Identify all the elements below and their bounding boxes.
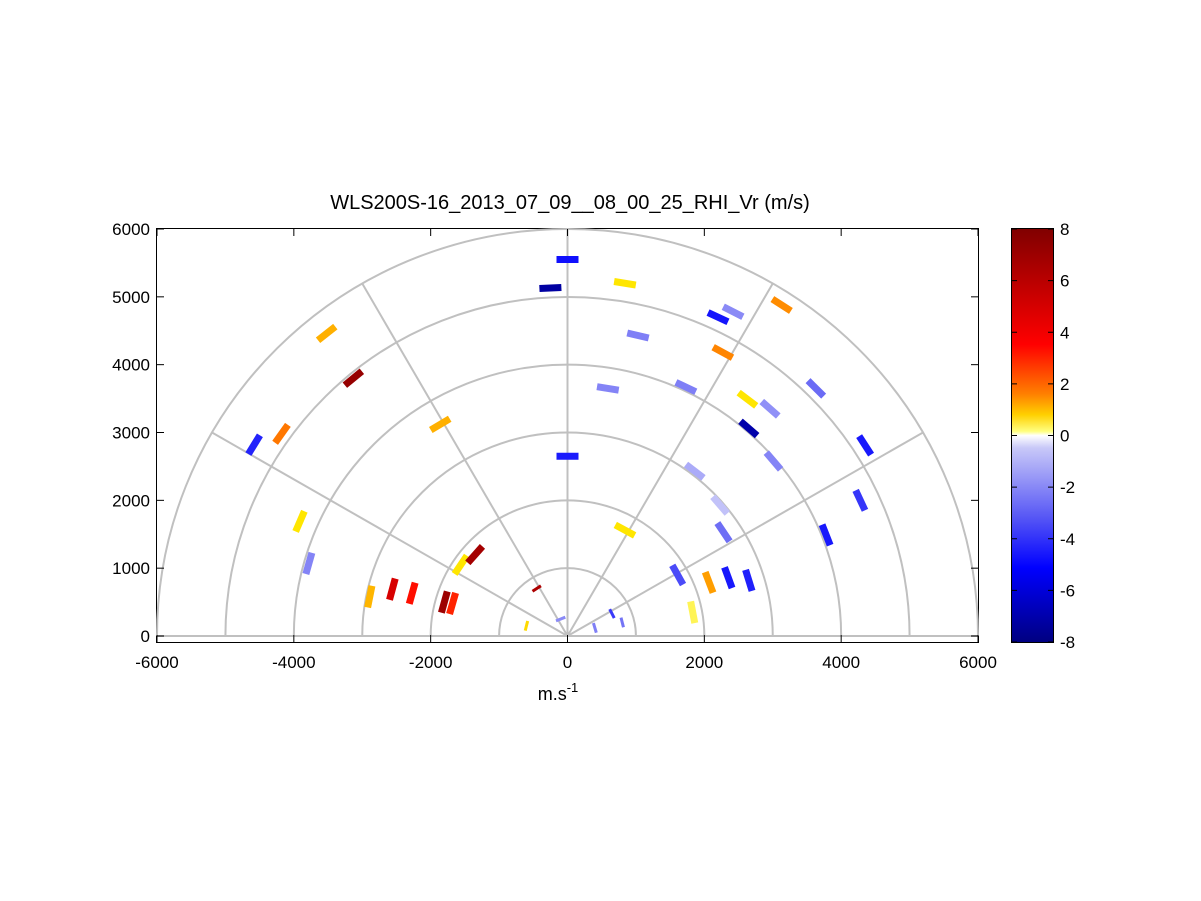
x-tick-label: -4000 <box>272 653 315 672</box>
data-point <box>386 577 399 601</box>
x-axis-label-exponent: -1 <box>567 680 579 695</box>
x-tick-label: -6000 <box>135 653 178 672</box>
data-point <box>674 379 698 395</box>
data-point <box>342 368 365 388</box>
data-point <box>706 309 730 326</box>
data-point <box>539 283 562 293</box>
colorbar-tick-label: -2 <box>1060 478 1075 497</box>
data-point <box>701 570 717 594</box>
y-tick-label: 3000 <box>112 424 150 443</box>
data-point <box>736 389 759 409</box>
data-point <box>626 329 650 342</box>
y-tick-label: 0 <box>141 627 150 646</box>
x-tick-label: 4000 <box>822 653 860 672</box>
data-point <box>302 551 316 575</box>
colorbar: 8 6 4 2 0 -2 -4 -6 -8 <box>1011 220 1075 652</box>
data-point <box>714 521 733 544</box>
data-point <box>683 461 706 481</box>
data-point <box>364 585 376 609</box>
colorbar-tick-label: 0 <box>1060 427 1069 446</box>
data-point <box>818 523 834 547</box>
data-point <box>272 422 291 445</box>
data-point <box>446 591 459 615</box>
data-point <box>596 383 620 394</box>
data-point <box>711 344 735 361</box>
data-point <box>451 553 470 576</box>
y-tick-label: 6000 <box>112 220 150 239</box>
data-point <box>721 303 745 320</box>
x-axis-label-main: m.s <box>538 684 567 704</box>
data-point <box>405 581 419 605</box>
data-point <box>429 415 452 433</box>
chart-title: WLS200S-16_2013_07_09__08_00_25_RHI_Vr (… <box>330 192 810 214</box>
y-tick-label: 1000 <box>112 559 150 578</box>
data-point <box>613 521 637 539</box>
data-point <box>856 434 875 457</box>
y-tick-label: 2000 <box>112 491 150 510</box>
y-tick-label: 5000 <box>112 288 150 307</box>
y-tick-label: 4000 <box>112 356 150 375</box>
data-point <box>763 450 784 472</box>
data-point <box>669 563 687 587</box>
data-point <box>759 398 781 419</box>
data-point <box>465 544 486 566</box>
data-point <box>613 278 637 289</box>
elevation-spoke <box>567 431 924 637</box>
data-point <box>852 488 869 512</box>
data-point <box>805 378 827 399</box>
colorbar-tick-label: -4 <box>1060 530 1075 549</box>
data-points <box>245 256 875 634</box>
colorbar-tick-label: 4 <box>1060 323 1069 342</box>
colorbar-gradient <box>1011 228 1054 643</box>
x-axis-label: m.s-1 <box>538 680 579 704</box>
data-point <box>531 584 542 593</box>
elevation-spoke <box>566 283 774 637</box>
colorbar-tick-label: 2 <box>1060 375 1069 394</box>
colorbar-tick-label: 6 <box>1060 272 1069 291</box>
data-point <box>591 622 598 634</box>
colorbar-tick-label: -6 <box>1060 581 1075 600</box>
data-point <box>619 617 625 628</box>
colorbar-tick-label: -8 <box>1060 633 1075 652</box>
data-point <box>608 608 616 619</box>
data-point <box>770 296 793 314</box>
x-tick-label: 0 <box>563 653 572 672</box>
x-tick-label: -2000 <box>409 653 452 672</box>
colorbar-tick-label: 8 <box>1060 220 1069 239</box>
data-point <box>710 494 730 516</box>
data-point <box>687 600 699 624</box>
data-point <box>721 566 736 590</box>
data-point <box>742 568 756 592</box>
data-point <box>555 615 566 623</box>
x-tick-label: 2000 <box>685 653 723 672</box>
x-tick-label: 6000 <box>959 653 997 672</box>
data-point <box>292 509 308 533</box>
elevation-spoke <box>211 431 568 637</box>
data-point <box>438 590 451 614</box>
data-point <box>523 620 530 632</box>
data-point <box>315 323 338 344</box>
elevation-spoke <box>361 283 569 637</box>
axes: -6000 -4000 -2000 0 2000 4000 6000 0 1000 2000 300… <box>112 220 997 672</box>
data-point <box>738 418 760 439</box>
data-point <box>245 433 263 456</box>
